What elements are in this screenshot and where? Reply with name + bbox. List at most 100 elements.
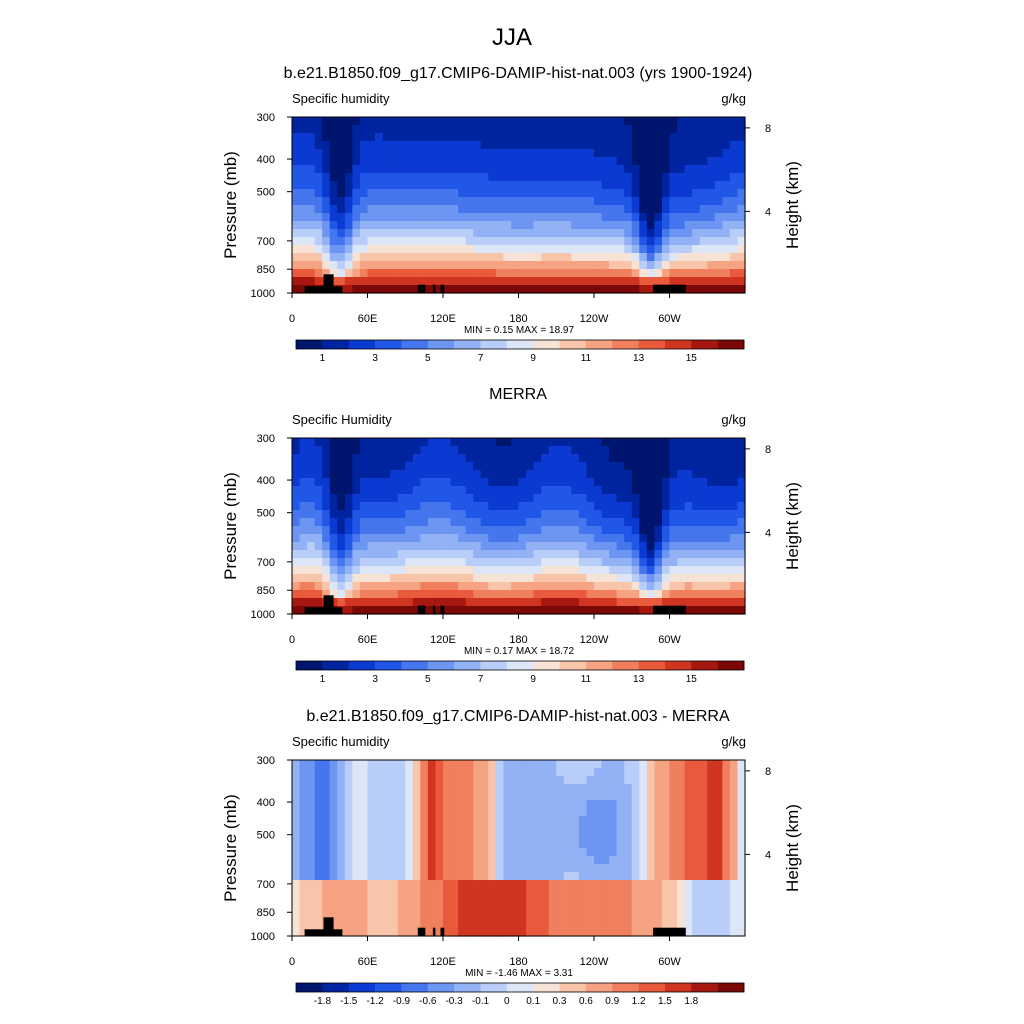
heatmap-cell [488,816,497,825]
heatmap-cell [435,590,444,599]
heatmap-cell [578,213,588,222]
heatmap-cell [571,189,580,198]
heatmap-cell [503,125,512,134]
heatmap-cell [699,550,708,559]
heatmap-cell [714,245,723,254]
heatmap-cell [624,229,633,238]
heatmap-cell [488,574,497,583]
heatmap-cell [737,125,746,134]
heatmap-cell [533,800,542,809]
heatmap-cell [329,808,338,817]
heatmap-cell [337,800,346,809]
heatmap-cell [601,253,610,262]
heatmap-cell [677,808,686,817]
heatmap-cell [631,446,640,455]
heatmap-cell [292,920,301,929]
heatmap-cell [397,125,406,134]
heatmap-cell [594,800,603,809]
heatmap-cell [654,494,663,503]
heatmap-cell [390,792,399,801]
heatmap-cell [563,277,572,286]
heatmap-cell [699,816,708,825]
heatmap-cell [722,518,731,527]
heatmap-cell [322,478,331,487]
heatmap-cell [601,181,610,190]
terrain-block [440,284,445,293]
heatmap-cell [571,888,580,897]
heatmap-cell [307,816,316,825]
heatmap-cell [548,133,557,142]
heatmap-cell [707,205,716,214]
heatmap-cell [586,534,595,543]
heatmap-cell [443,872,452,881]
colorbar-swatch [375,983,402,992]
heatmap-cell [503,117,512,126]
heatmap-cell [322,872,331,881]
heatmap-cell [314,864,323,873]
heatmap-cell [677,189,686,198]
heatmap-cell [624,574,633,583]
heatmap-cell [405,928,414,937]
heatmap-cell [420,446,429,455]
heatmap-cell [722,896,731,905]
heatmap-cell [563,816,572,825]
heatmap-cell [594,141,603,150]
heatmap-cell [458,269,467,278]
heatmap-cell [299,792,308,801]
heatmap-cell [533,606,542,615]
heatmap-cell [578,928,588,937]
heatmap-cell [548,269,557,278]
heatmap-cell [450,912,459,921]
heatmap-cell [359,800,369,809]
heatmap-cell [359,848,369,857]
heatmap-cell [526,446,535,455]
heatmap-cell [488,880,497,889]
heatmap-cell [375,253,384,262]
heatmap-cell [427,277,437,286]
heatmap-cell [359,253,369,262]
heatmap-cell [292,237,301,246]
heatmap-cell [578,776,588,785]
heatmap-cell [427,510,437,519]
heatmap-cell [677,784,686,793]
heatmap-cell [639,784,648,793]
heatmap-cell [609,494,618,503]
heatmap-cell [563,285,572,294]
heatmap-cell [661,526,671,535]
heatmap-cell [639,470,648,479]
heatmap-cell [488,526,497,535]
heatmap-cell [495,181,504,190]
heatmap-cell [375,205,384,214]
heatmap-cell [571,462,580,471]
heatmap-cell [352,141,361,150]
heatmap-cell [390,197,399,206]
heatmap-cell [586,784,595,793]
heatmap-cell [405,598,414,607]
heatmap-cell [616,534,625,543]
heatmap-cell [578,245,588,254]
heatmap-cell [548,197,557,206]
heatmap-cell [427,582,437,591]
heatmap-cell [601,261,610,270]
heatmap-cell [692,566,701,575]
heatmap-cell [563,896,572,905]
heatmap-cell [412,510,421,519]
heatmap-cell [397,141,406,150]
heatmap-cell [707,582,716,591]
heatmap-cell [571,832,580,841]
heatmap-cell [480,550,489,559]
heatmap-cell [639,606,648,615]
heatmap-cell [729,149,739,158]
heatmap-cell [473,189,482,198]
heatmap-cell [382,205,391,214]
heatmap-cell [661,808,671,817]
heatmap-cell [729,912,739,921]
heatmap-cell [299,606,308,615]
heatmap-cell [359,776,369,785]
heatmap-cell [692,510,701,519]
heatmap-cell [359,446,369,455]
heatmap-cell [299,486,308,495]
heatmap-cell [292,213,301,222]
heatmap-cell [646,566,655,575]
heatmap-cell [344,768,353,777]
